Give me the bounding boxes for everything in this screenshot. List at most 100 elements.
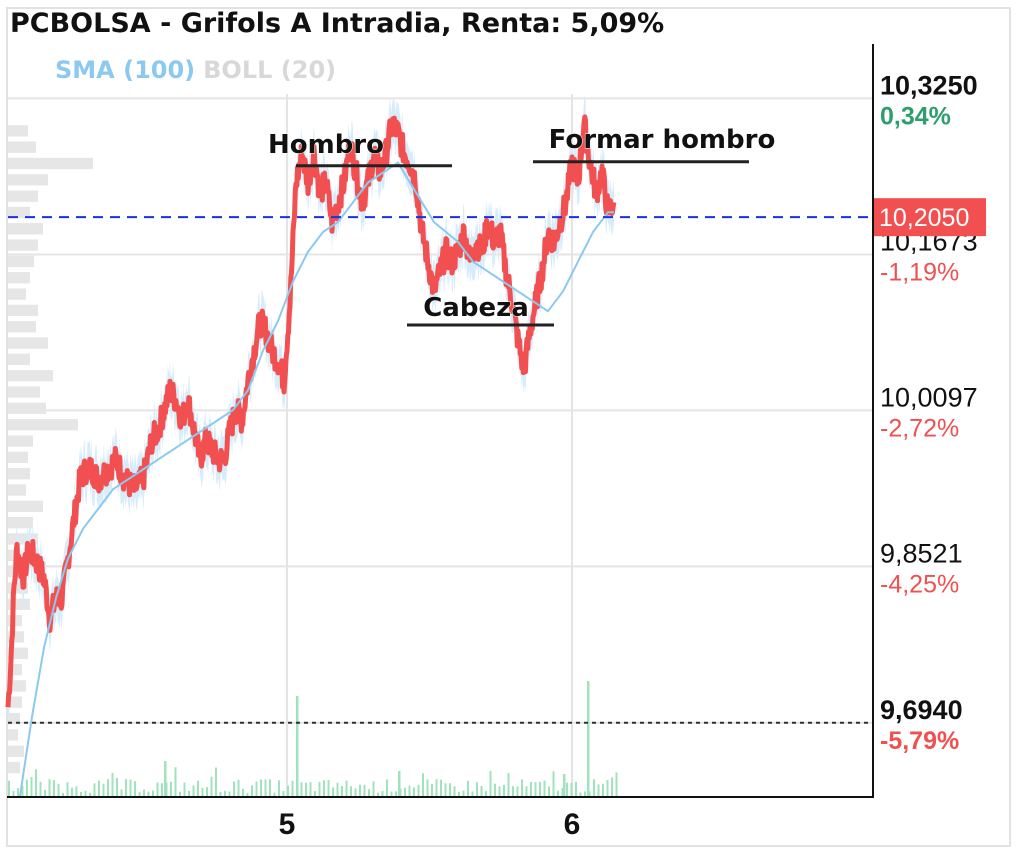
volume-profile-bar [8,206,30,219]
volume-bar [120,789,123,796]
volume-bar [107,779,109,796]
volume-profile-bar [8,223,43,235]
volume-bar [431,783,433,796]
volume-bar [377,792,379,796]
volume-bar [62,792,64,796]
volume-bar [413,787,415,796]
volume-bar [489,770,492,796]
volume-bar [17,788,19,796]
y-tick-change: -1,19% [880,258,959,286]
volume-profile-bar [8,696,22,708]
volume-profile-bar [8,239,38,251]
volume-profile-bar [8,631,24,643]
volume-bar [210,776,213,796]
volume-bar [246,792,249,796]
volume-bar [390,791,393,796]
volume-bar [350,786,352,796]
legend-boll[interactable]: BOLL (20) [203,56,337,84]
volume-bar [125,779,127,796]
volume-bar [143,789,145,796]
volume-bar [84,790,87,796]
annotation-label: Cabeza [423,293,529,323]
volume-profile-bar [8,157,93,170]
volume-bar [48,779,51,796]
volume-bar [8,780,10,796]
volume-bar [215,767,217,796]
volume-bar [458,791,460,796]
volume-bar [30,776,33,796]
volume-profile-bar [8,500,43,512]
volume-bar [579,792,582,796]
volume-bar [408,785,411,796]
volume-bar [386,779,388,796]
x-tick-label: 5 [279,808,296,841]
y-tick-change: -5,79% [880,727,959,755]
volume-bar [255,781,258,796]
volume-bar [57,783,60,796]
volume-bar [587,681,590,796]
volume-bar [602,783,604,796]
volume-bar [174,767,177,796]
volume-bar [138,792,141,796]
volume-bar [273,792,276,796]
volume-bar [300,782,303,796]
volume-bar [530,781,532,796]
volume-bar [363,784,366,796]
y-tick-label: 10,0097 [880,382,978,412]
y-tick-label: 9,6940 [880,695,963,725]
volume-bar [164,761,167,796]
volume-bar [201,787,204,796]
volume-bar [525,786,528,796]
volume-bar [233,781,235,796]
volume-bar [462,790,465,796]
volume-profile-bar [8,598,30,610]
legend-sma[interactable]: SMA (100) [55,56,196,84]
volume-bar [398,771,401,796]
volume-bar [395,791,397,796]
volume-bar [318,781,321,796]
volume-bar [71,787,73,796]
volume-bar [152,790,154,796]
volume-bar [507,773,510,796]
volume-bar [206,787,208,796]
volume-bar [264,779,267,796]
volume-bar [296,696,299,796]
volume-bar [75,786,78,796]
volume-bar [561,788,564,796]
y-tick-label: 9,8521 [880,538,963,568]
volume-bar [521,779,523,796]
volume-bar [260,779,262,796]
volume-bar [323,780,325,796]
volume-profile-bar [8,370,53,382]
volume-bar [179,791,181,796]
x-tick-label: 6 [564,808,581,841]
volume-profile-bar [8,451,28,464]
volume-bar [156,782,159,796]
volume-profile-bar [8,141,36,153]
annotation-label: Hombro [268,130,384,160]
volume-bar [611,777,613,796]
volume-profile-bar [8,337,48,349]
volume-bar [404,787,406,796]
volume-profile-bar [8,419,78,431]
volume-bar [183,782,186,796]
chart-legend: SMA (100) BOLL (20) [55,56,336,84]
volume-bar [192,785,195,796]
volume-bar [269,779,271,796]
volume-profile-bar [8,353,30,366]
volume-profile-bar [8,712,20,725]
volume-bar [467,780,469,796]
y-tick-change: 0,34% [880,102,951,130]
volume-profile-bar [8,680,26,692]
volume-bar [21,785,24,796]
volume-bar [242,788,244,796]
volume-profile-bar [8,321,36,333]
volume-bar [575,781,577,796]
volume-bar [426,779,429,796]
volume-bar [597,784,600,796]
volume-bar [224,790,226,796]
volume-bar [498,786,501,796]
volume-bar [359,784,361,796]
volume-bar [291,780,294,796]
